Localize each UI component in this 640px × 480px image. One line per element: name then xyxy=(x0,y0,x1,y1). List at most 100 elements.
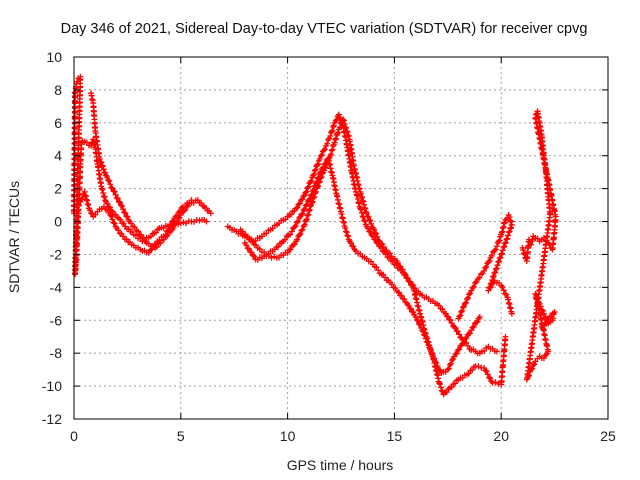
data-point xyxy=(425,339,432,346)
data-point xyxy=(329,146,336,153)
data-point xyxy=(454,347,461,354)
data-point xyxy=(287,246,294,253)
data-point xyxy=(312,166,319,173)
data-point xyxy=(168,222,175,229)
data-point xyxy=(99,163,106,170)
data-point xyxy=(437,381,444,388)
data-point xyxy=(282,236,289,243)
data-point xyxy=(273,221,280,228)
data-point xyxy=(474,318,481,325)
data-point xyxy=(361,217,368,224)
data-point xyxy=(484,371,491,378)
y-tick-label: 8 xyxy=(54,82,62,98)
data-point xyxy=(308,199,315,206)
data-point xyxy=(290,242,297,249)
data-point xyxy=(459,307,466,314)
data-point xyxy=(185,218,192,225)
data-point xyxy=(494,262,501,269)
data-point xyxy=(447,317,454,324)
plot-frame xyxy=(73,56,609,420)
data-point xyxy=(98,183,105,190)
data-point xyxy=(424,335,431,342)
data-point xyxy=(499,247,506,254)
data-point xyxy=(534,235,541,242)
data-point xyxy=(479,270,486,277)
data-point xyxy=(462,335,469,342)
data-point xyxy=(507,217,514,224)
data-point xyxy=(543,351,550,358)
data-point xyxy=(489,273,496,280)
data-point xyxy=(495,258,502,265)
data-point xyxy=(449,357,456,364)
data-point xyxy=(88,210,95,217)
chart-title: Day 346 of 2021, Sidereal Day-to-day VTE… xyxy=(61,21,588,37)
data-point xyxy=(314,183,321,190)
data-point xyxy=(376,270,383,277)
data-point xyxy=(391,256,398,263)
data-point xyxy=(325,155,332,162)
data-point xyxy=(406,278,413,285)
data-point xyxy=(118,230,125,237)
data-point xyxy=(539,307,546,314)
data-point xyxy=(317,175,324,182)
data-point xyxy=(77,163,84,170)
data-point xyxy=(81,138,88,145)
data-point xyxy=(368,232,375,239)
data-point xyxy=(153,229,160,236)
data-point xyxy=(328,147,335,154)
data-point xyxy=(135,244,142,251)
data-point xyxy=(129,229,136,236)
y-tick-label: -12 xyxy=(42,411,62,427)
data-point xyxy=(495,238,502,245)
data-point xyxy=(304,212,311,219)
data-point xyxy=(336,124,343,131)
y-tick-label: -2 xyxy=(50,246,63,262)
data-point xyxy=(429,350,436,357)
data-point xyxy=(402,299,409,306)
data-point xyxy=(483,368,490,375)
data-point xyxy=(298,197,305,204)
data-point xyxy=(287,231,294,238)
data-point xyxy=(128,220,135,227)
data-point xyxy=(458,342,465,349)
data-point xyxy=(388,281,395,288)
x-tick-label: 20 xyxy=(493,428,509,444)
data-point xyxy=(142,238,149,245)
data-point xyxy=(305,197,312,204)
data-point xyxy=(475,315,482,322)
data-point xyxy=(160,233,167,240)
data-point xyxy=(385,277,392,284)
data-point xyxy=(408,282,415,289)
data-point xyxy=(107,181,114,188)
data-point xyxy=(145,234,152,241)
data-point xyxy=(298,227,305,234)
data-point xyxy=(422,330,429,337)
data-point xyxy=(451,323,458,330)
data-point xyxy=(533,292,540,299)
data-point xyxy=(106,178,113,185)
data-point xyxy=(311,193,318,200)
data-point xyxy=(123,213,130,220)
data-point xyxy=(465,330,472,337)
data-point xyxy=(457,312,464,319)
data-point xyxy=(499,250,506,257)
data-point xyxy=(186,199,193,206)
data-point xyxy=(428,349,435,356)
data-point xyxy=(244,245,251,252)
data-point xyxy=(397,263,404,270)
data-point xyxy=(248,249,255,256)
data-point xyxy=(345,236,352,243)
data-point xyxy=(415,320,422,327)
data-point xyxy=(308,177,315,184)
data-point xyxy=(328,151,335,158)
data-point xyxy=(400,269,407,276)
series-track-b xyxy=(88,90,214,251)
data-point xyxy=(493,265,500,272)
data-point xyxy=(359,253,366,260)
data-point xyxy=(507,225,514,232)
data-point xyxy=(413,316,420,323)
data-point xyxy=(298,211,305,218)
data-point xyxy=(540,150,547,157)
data-point xyxy=(115,227,122,234)
